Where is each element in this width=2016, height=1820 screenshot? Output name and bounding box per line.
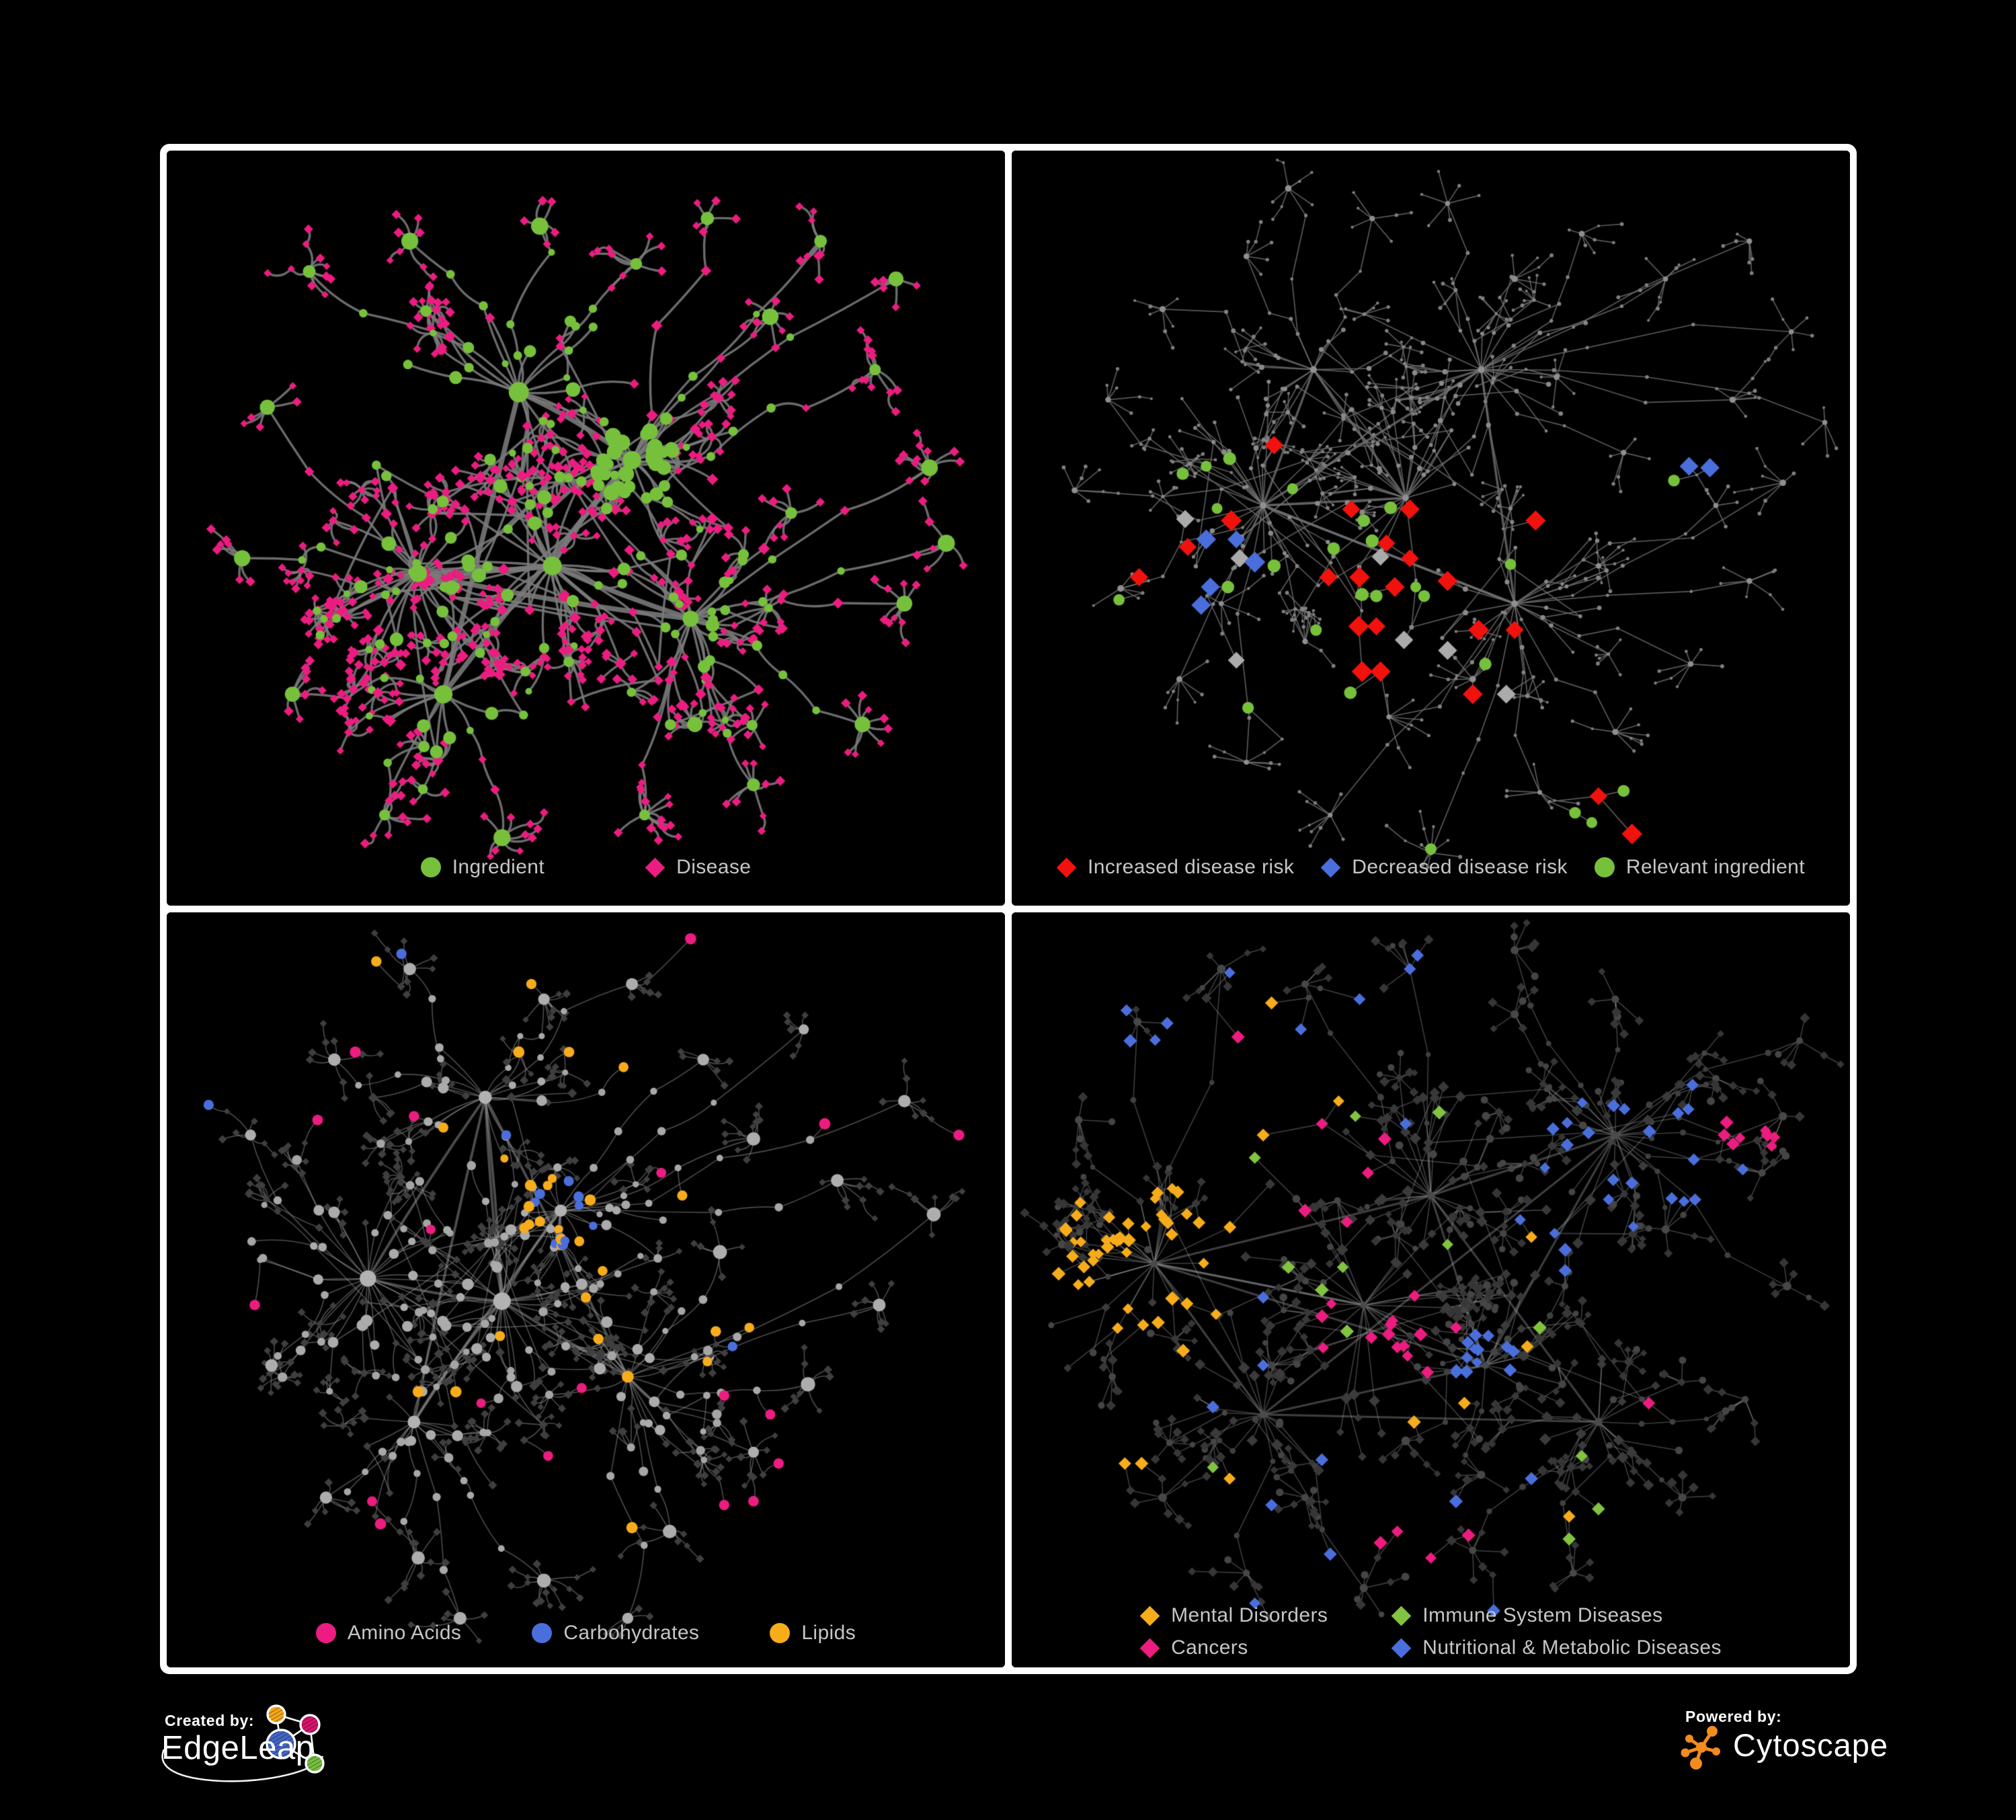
diamond-marker-icon — [1320, 857, 1341, 877]
legend-item-increased-risk: Increased disease risk — [1056, 856, 1295, 879]
cytoscape-brand-text: Cytoscape — [1733, 1727, 1889, 1763]
legend-item-decreased-risk: Decreased disease risk — [1320, 856, 1568, 879]
legend-label: Cancers — [1171, 1636, 1248, 1659]
legend-item-cancers: Cancers — [1139, 1636, 1328, 1659]
legend-item-relevant-ingredient: Relevant ingredient — [1594, 856, 1805, 879]
legend-label: Relevant ingredient — [1625, 856, 1805, 878]
legend-label: Increased disease risk — [1088, 856, 1295, 878]
panel-ingredient-disease: Ingredient Disease — [167, 151, 1005, 906]
diamond-marker-icon — [1139, 1606, 1160, 1626]
legend-item-mental-disorders: Mental Disorders — [1139, 1604, 1328, 1627]
legend-item-immune-system-diseases: Immune System Diseases — [1391, 1604, 1722, 1627]
legend-label: Lipids — [801, 1622, 856, 1644]
legend-item-nutritional-metabolic-diseases: Nutritional & Metabolic Diseases — [1391, 1636, 1722, 1659]
legend-label: Mental Disorders — [1171, 1604, 1328, 1626]
diamond-marker-icon — [1056, 857, 1077, 877]
legend-label: Amino Acids — [347, 1622, 462, 1644]
legend-label: Immune System Diseases — [1422, 1604, 1663, 1626]
cytoscape-logo-icon — [1681, 1726, 1720, 1770]
network-canvas-disease-classes — [1012, 912, 1850, 1667]
legend-label: Ingredient — [452, 856, 545, 878]
network-canvas-ingredient-disease — [167, 151, 1005, 906]
legend-item-amino-acids: Amino Acids — [315, 1622, 462, 1645]
legend-label: Decreased disease risk — [1352, 856, 1568, 878]
edgeleap-logo-icon — [161, 1704, 325, 1782]
circle-marker-icon — [532, 1623, 553, 1643]
legend-label: Carbohydrates — [563, 1622, 700, 1644]
created-by-label: Created by: — [165, 1712, 255, 1729]
legend-item-ingredient: Ingredient — [420, 856, 545, 879]
circle-marker-icon — [1594, 857, 1615, 877]
legend-item-lipids: Lipids — [770, 1622, 856, 1645]
network-canvas-nutrient-classes — [167, 912, 1005, 1667]
legend-ingredient-disease: Ingredient Disease — [167, 856, 1005, 879]
circle-marker-icon — [315, 1623, 336, 1643]
panel-nutrient-classes: Amino Acids Carbohydrates Lipids — [167, 912, 1005, 1667]
panel-disease-risk: Increased disease risk Decreased disease… — [1012, 151, 1850, 906]
legend-label: Disease — [676, 856, 752, 878]
legend-nutrient-classes: Amino Acids Carbohydrates Lipids — [167, 1622, 1005, 1645]
powered-by-label: Powered by: — [1685, 1708, 1782, 1725]
diamond-marker-icon — [1391, 1606, 1412, 1626]
figure-grid-frame: Ingredient Disease Increased disease ris… — [160, 144, 1857, 1674]
panel-disease-classes: Mental Disorders Immune System Diseases … — [1012, 912, 1850, 1667]
edgeleap-brand-text: EdgeLeap — [161, 1730, 315, 1766]
diamond-marker-icon — [1391, 1638, 1412, 1658]
legend-item-carbohydrates: Carbohydrates — [532, 1622, 699, 1645]
legend-disease-classes: Mental Disorders Immune System Diseases … — [1012, 1604, 1850, 1659]
diamond-marker-icon — [645, 857, 666, 877]
legend-disease-risk: Increased disease risk Decreased disease… — [1012, 856, 1850, 879]
circle-marker-icon — [770, 1623, 791, 1643]
circle-marker-icon — [420, 857, 441, 877]
network-canvas-disease-risk — [1012, 151, 1850, 906]
legend-item-disease: Disease — [645, 856, 751, 879]
legend-label: Nutritional & Metabolic Diseases — [1422, 1636, 1722, 1659]
diamond-marker-icon — [1139, 1638, 1160, 1658]
